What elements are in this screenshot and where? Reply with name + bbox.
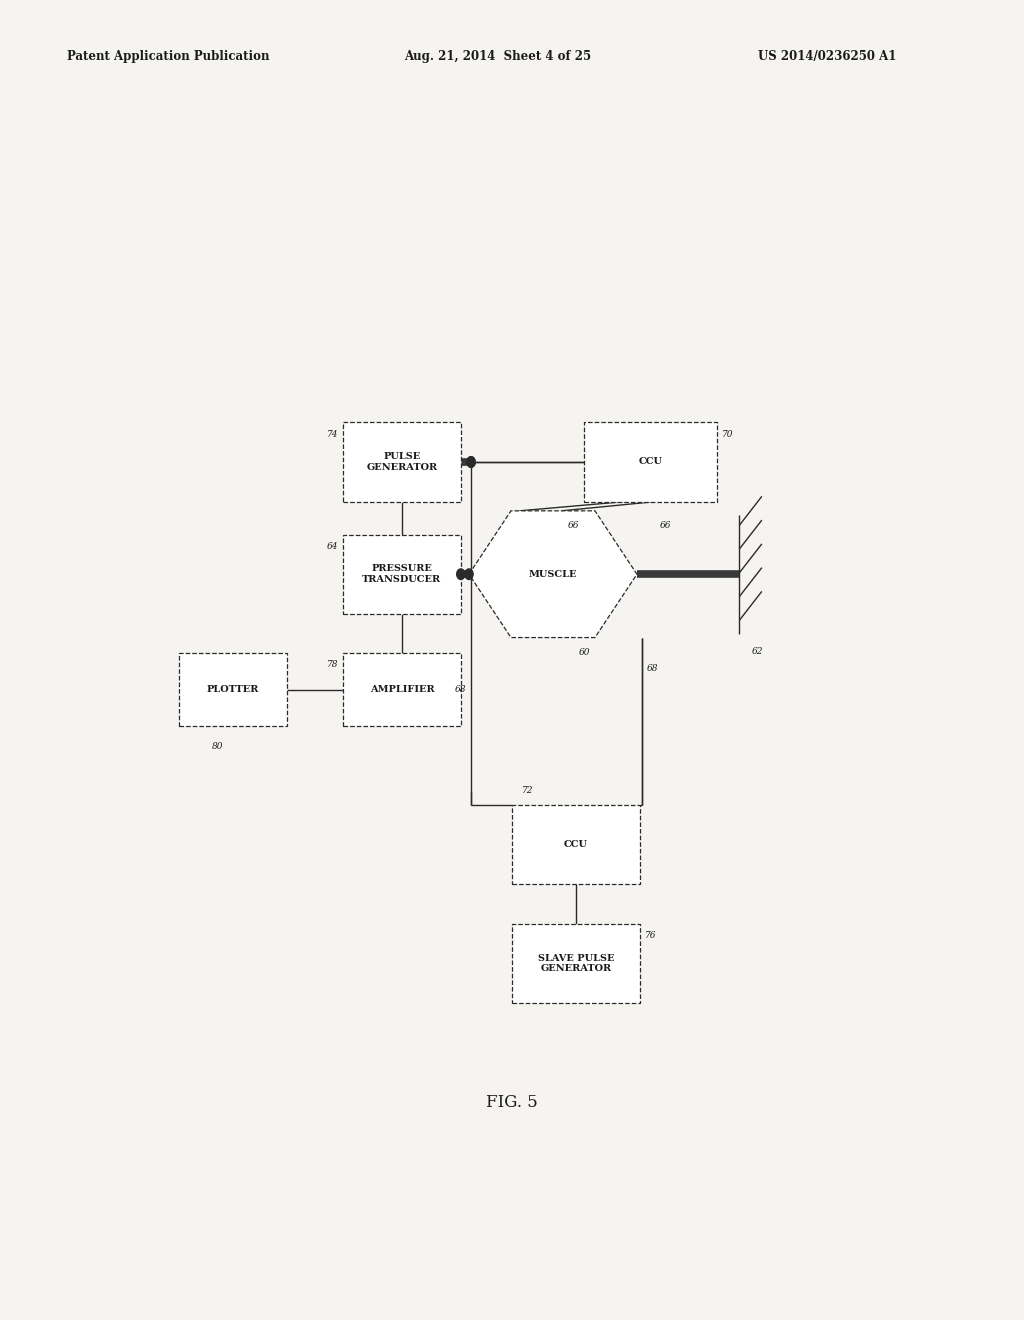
FancyBboxPatch shape: [179, 653, 287, 726]
Circle shape: [467, 457, 475, 467]
Text: US 2014/0236250 A1: US 2014/0236250 A1: [758, 50, 896, 63]
Text: SLAVE PULSE
GENERATOR: SLAVE PULSE GENERATOR: [538, 954, 614, 973]
Text: 66: 66: [567, 521, 580, 531]
Polygon shape: [469, 511, 637, 638]
Text: 70: 70: [722, 430, 733, 438]
Text: 68: 68: [647, 664, 658, 673]
Text: 66: 66: [659, 521, 672, 531]
Text: 60: 60: [579, 648, 590, 657]
Circle shape: [467, 457, 475, 467]
FancyBboxPatch shape: [512, 924, 640, 1003]
Text: PULSE
GENERATOR: PULSE GENERATOR: [367, 453, 437, 471]
Text: CCU: CCU: [564, 841, 588, 849]
Text: 76: 76: [645, 932, 656, 940]
Text: 62: 62: [752, 647, 764, 656]
FancyBboxPatch shape: [512, 805, 640, 884]
Circle shape: [457, 569, 465, 579]
Text: 78: 78: [327, 660, 338, 669]
Text: MUSCLE: MUSCLE: [528, 570, 578, 578]
Text: 74: 74: [327, 430, 338, 438]
Text: PRESSURE
TRANSDUCER: PRESSURE TRANSDUCER: [362, 565, 441, 583]
FancyBboxPatch shape: [343, 422, 461, 502]
FancyBboxPatch shape: [343, 535, 461, 614]
Circle shape: [465, 569, 473, 579]
Text: 64: 64: [327, 543, 338, 550]
Text: CCU: CCU: [638, 458, 663, 466]
Text: 80: 80: [211, 742, 223, 751]
Text: Patent Application Publication: Patent Application Publication: [67, 50, 269, 63]
FancyBboxPatch shape: [584, 422, 717, 502]
Text: 72: 72: [522, 785, 534, 795]
Text: Aug. 21, 2014  Sheet 4 of 25: Aug. 21, 2014 Sheet 4 of 25: [404, 50, 592, 63]
Text: PLOTTER: PLOTTER: [207, 685, 259, 694]
Text: FIG. 5: FIG. 5: [486, 1094, 538, 1110]
Text: AMPLIFIER: AMPLIFIER: [370, 685, 434, 694]
Text: 68: 68: [455, 685, 466, 694]
FancyBboxPatch shape: [343, 653, 461, 726]
